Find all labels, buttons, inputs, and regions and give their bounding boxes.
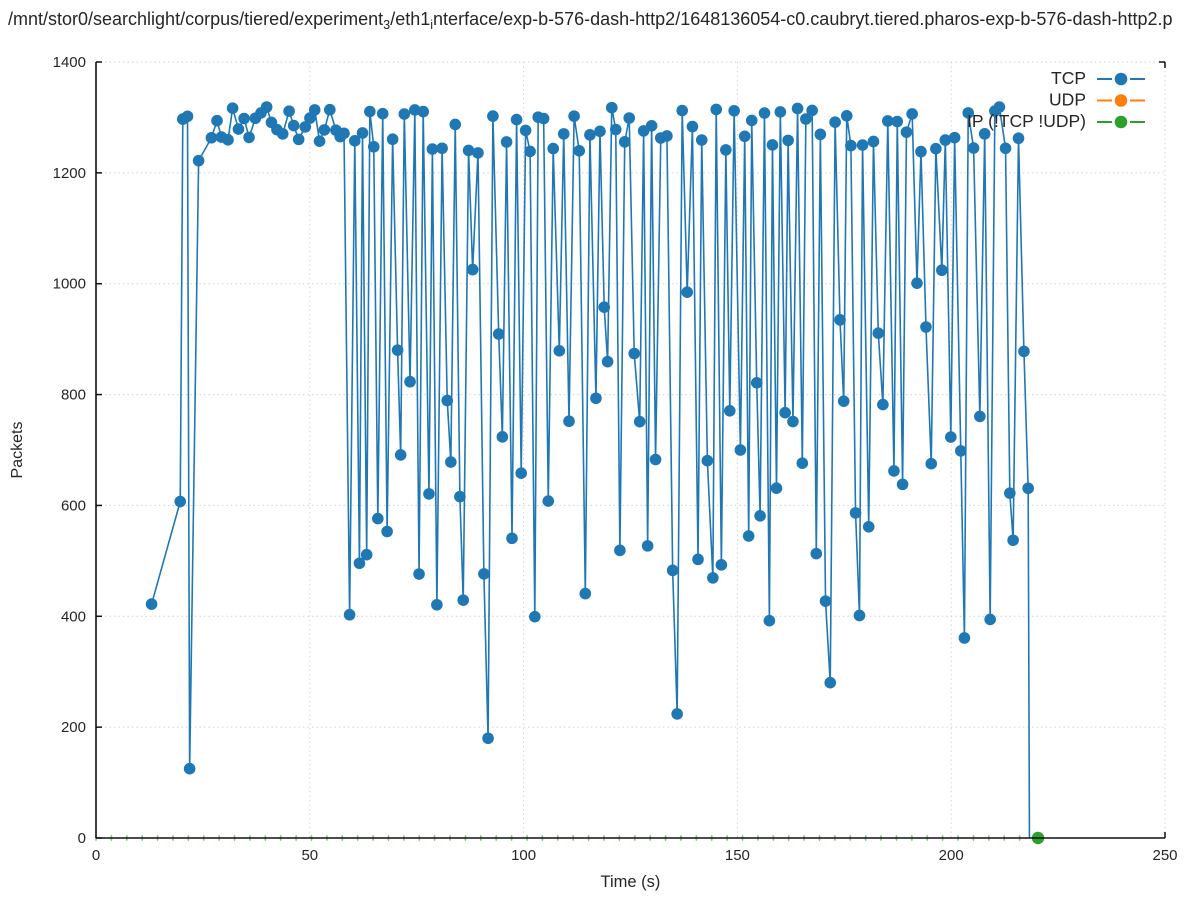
svg-text:50: 50 (301, 847, 318, 864)
svg-text:Packets: Packets (9, 422, 26, 479)
svg-text:800: 800 (61, 387, 86, 404)
svg-text:250: 250 (1152, 847, 1177, 864)
svg-text:TCP: TCP (1051, 68, 1086, 88)
svg-text:600: 600 (61, 497, 86, 514)
svg-text:1000: 1000 (53, 276, 86, 293)
svg-text:150: 150 (725, 847, 750, 864)
svg-text:Time (s): Time (s) (601, 873, 661, 891)
svg-text:IP (!TCP !UDP): IP (!TCP !UDP) (967, 111, 1086, 131)
svg-text:400: 400 (61, 608, 86, 625)
svg-text:200: 200 (939, 847, 964, 864)
svg-text:0: 0 (92, 847, 100, 864)
svg-text:UDP: UDP (1049, 90, 1086, 110)
svg-text:100: 100 (511, 847, 536, 864)
svg-text:1400: 1400 (53, 54, 86, 71)
svg-text:1200: 1200 (53, 165, 86, 182)
svg-text:200: 200 (61, 719, 86, 736)
svg-text:0: 0 (78, 830, 86, 847)
